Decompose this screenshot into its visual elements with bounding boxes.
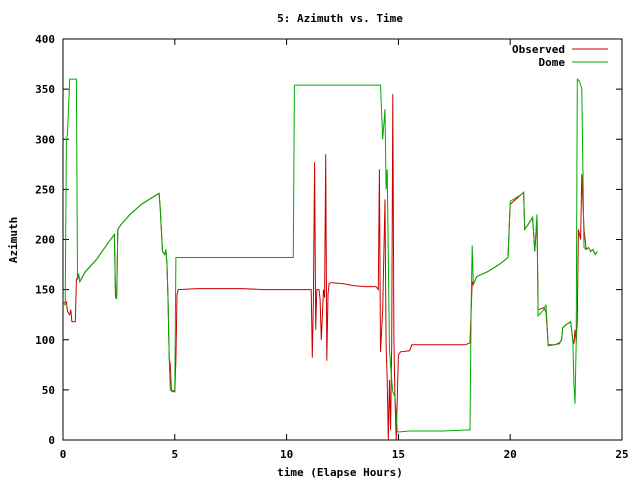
legend-label-observed: Observed [512,43,565,56]
x-tick-label: 20 [504,448,517,461]
y-tick-label: 0 [48,434,55,447]
x-axis-label: time (Elapse Hours) [277,466,403,479]
chart-title: 5: Azimuth vs. Time [277,12,403,25]
y-tick-label: 300 [35,133,55,146]
y-tick-label: 150 [35,284,55,297]
y-tick-label: 50 [42,384,55,397]
axis-tick-labels: 0 50 100 150 200 250 300 350 400 0 5 10 15 20 25 [35,33,629,461]
x-tick-label: 15 [392,448,405,461]
plot-frame [62,38,623,441]
y-axis-label: Azimuth [7,217,20,263]
axis-ticks [62,38,623,441]
series-line-observed [62,94,598,441]
y-tick-label: 400 [35,33,55,46]
legend-label-dome: Dome [539,56,566,69]
series-layer [62,77,598,441]
x-tick-label: 10 [280,448,293,461]
x-tick-label: 5 [171,448,178,461]
y-tick-label: 250 [35,183,55,196]
x-tick-label: 25 [615,448,628,461]
y-tick-label: 200 [35,234,55,247]
y-tick-label: 350 [35,83,55,96]
series-line-dome [63,77,598,433]
x-tick-label: 0 [60,448,67,461]
y-tick-label: 100 [35,334,55,347]
